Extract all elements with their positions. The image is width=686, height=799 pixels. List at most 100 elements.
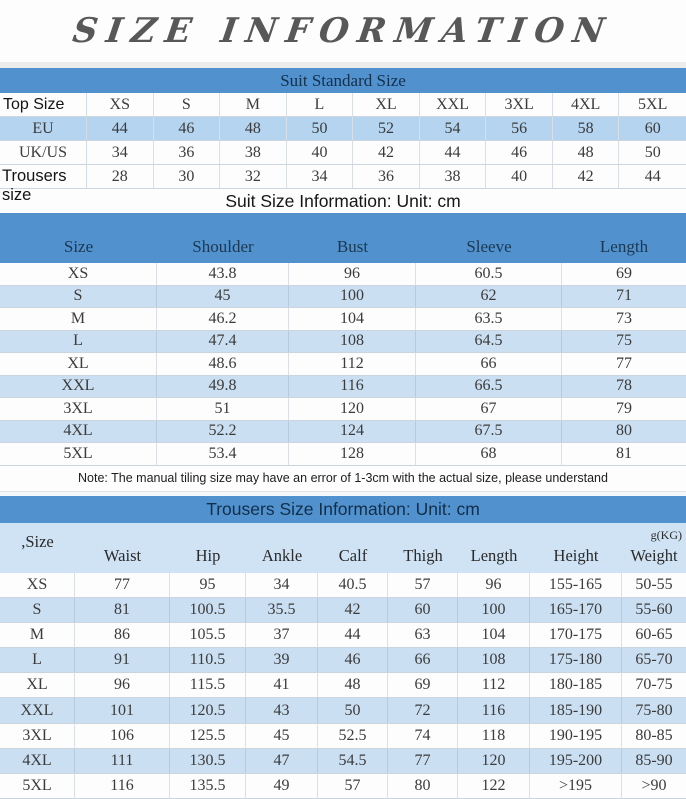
table-cell: XXL [0, 375, 157, 397]
table-cell: M [0, 308, 157, 330]
table-cell: 75 [616, 332, 632, 350]
table-cell: 105.5 [170, 622, 246, 648]
table-cell: 4XL [553, 93, 620, 116]
table-row: XS 43.8 96 60.5 69 [0, 263, 686, 286]
column-header: Sleeve [466, 237, 512, 256]
table-row: M 86 105.5 37 44 63 104 170-175 60-65 [0, 622, 686, 649]
table-cell: 34 [87, 141, 154, 164]
table-cell: 46 [486, 141, 553, 164]
suit-standard-table: Suit Standard Size Top Size XS S M L XL XXL 3XL… [0, 68, 686, 204]
table-cell: 81 [75, 597, 170, 622]
table-cell: 80-85 [635, 726, 673, 744]
table-cell: >90 [641, 777, 667, 795]
table-cell: 120 [289, 398, 416, 420]
table-cell: 56 [486, 117, 553, 140]
table-cell: 67 [416, 398, 562, 420]
table-cell: 66 [416, 353, 562, 375]
table-cell: 60 [644, 119, 661, 137]
trousers-size-table: Trousers Size Information: Unit: cm g(KG… [0, 495, 686, 799]
table-cell: M [220, 93, 287, 116]
table-cell: 34 [287, 165, 354, 188]
table-row: XXL 101 120.5 43 50 72 116 185-190 75-80 [0, 698, 686, 724]
table-cell: 96 [458, 572, 530, 597]
table-cell: 4XL [0, 748, 75, 773]
table-cell: 185-190 [530, 698, 622, 723]
table-cell: 44 [87, 117, 154, 140]
table-cell: 50 [287, 117, 354, 140]
table-cell: 65-70 [635, 651, 673, 669]
table-cell: 68 [416, 443, 562, 465]
table-cell: 50 [318, 698, 388, 723]
table-cell: 5XL [0, 774, 75, 799]
suit-standard-header: Suit Standard Size [0, 68, 686, 93]
table-cell: 50 [644, 143, 661, 161]
table-cell: 116 [75, 774, 170, 799]
table-cell: XL [0, 353, 157, 375]
table-cell: 75-80 [635, 701, 673, 719]
table-cell: 53.4 [157, 443, 289, 465]
table-cell: 195-200 [530, 748, 622, 773]
table-cell: 100 [458, 597, 530, 622]
divider [0, 491, 686, 496]
table-cell: 180-185 [530, 673, 622, 698]
table-row: 5XL 116 135.5 49 57 80 122 >195 >90 [0, 774, 686, 799]
table-cell: 38 [220, 141, 287, 164]
table-cell: 54.5 [318, 748, 388, 773]
table-cell: 52 [353, 117, 420, 140]
table-cell: 170-175 [530, 622, 622, 648]
column-header: ,Size [21, 531, 54, 551]
table-cell: 80 [388, 774, 458, 799]
table-cell: 49 [246, 774, 318, 799]
row-label: Top Size [0, 93, 87, 116]
column-header: Hip [195, 545, 221, 565]
table-cell: 69 [616, 264, 632, 282]
trousers-size-heading: Trousers Size Information: Unit: cm [0, 495, 686, 523]
table-cell: 67.5 [416, 420, 562, 442]
table-row: 4XL 52.2 124 67.5 80 [0, 420, 686, 443]
table-cell: 44 [644, 167, 661, 185]
table-cell: 66.5 [416, 375, 562, 397]
table-cell: 3XL [0, 398, 157, 420]
table-cell: XXL [0, 698, 75, 723]
table-cell: 40.5 [318, 572, 388, 597]
table-cell: 39 [246, 648, 318, 673]
table-cell: 165-170 [530, 597, 622, 622]
table-cell: 86 [75, 622, 170, 648]
table-cell: 42 [553, 165, 620, 188]
column-header: Ankle [261, 545, 303, 565]
table-cell: 120 [458, 748, 530, 773]
size-note: Note: The manual tiling size may have an… [0, 466, 686, 492]
table-cell: 101 [75, 698, 170, 723]
table-cell: 77 [75, 572, 170, 597]
table-cell: 37 [246, 622, 318, 648]
row-label [0, 165, 87, 188]
table-cell: 104 [289, 308, 416, 330]
table-cell: L [0, 330, 157, 352]
table-cell: 190-195 [530, 723, 622, 748]
table-cell: 120.5 [170, 698, 246, 723]
table-row: S 45 100 62 71 [0, 285, 686, 308]
table-cell: 58 [553, 117, 620, 140]
table-cell: 112 [458, 673, 530, 698]
column-header: Length [470, 545, 518, 565]
table-cell: 49.8 [157, 375, 289, 397]
table-cell: 74 [388, 723, 458, 748]
table-cell: L [0, 648, 75, 673]
table-cell: 80 [616, 422, 632, 440]
table-cell: 175-180 [530, 648, 622, 673]
table-cell: 110.5 [170, 648, 246, 673]
table-cell: 34 [246, 572, 318, 597]
table-row: EU 44 46 48 50 52 54 56 58 60 [0, 117, 686, 141]
table-cell: XL [353, 93, 420, 116]
table-cell: 70-75 [635, 676, 673, 694]
page-title: SIZE INFORMATION [70, 11, 616, 51]
table-row: 3XL 106 125.5 45 52.5 74 118 190-195 80-85 [0, 723, 686, 749]
table-row: Trousers size 28 30 32 34 36 38 40 42 44 [0, 165, 686, 204]
table-row: M 46.2 104 63.5 73 [0, 308, 686, 331]
table-cell: 40 [486, 165, 553, 188]
table-row: XXL 49.8 116 66.5 78 [0, 375, 686, 398]
table-cell: 111 [75, 748, 170, 773]
table-cell: 79 [616, 399, 632, 417]
table-cell: 60-65 [635, 625, 673, 643]
table-cell: 96 [289, 263, 416, 285]
